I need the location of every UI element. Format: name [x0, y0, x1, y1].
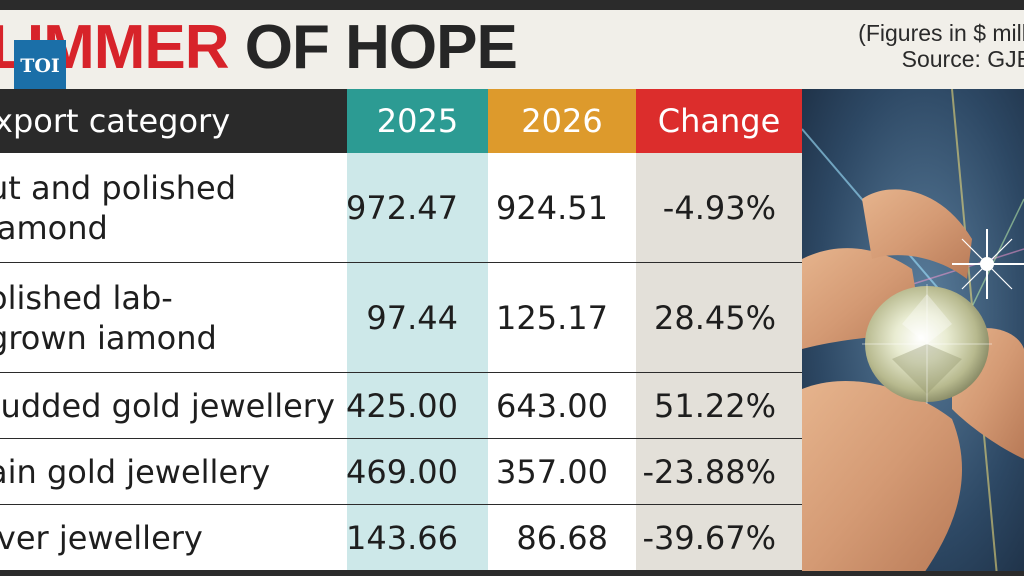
row-change: 51.22%	[636, 373, 802, 439]
row-category: tudded gold jewellery	[0, 373, 347, 439]
diamond-photo-icon	[802, 89, 1024, 576]
table-row: olished lab-grown iamond 97.44 125.17 28.45…	[0, 263, 802, 373]
row-change: -23.88%	[636, 439, 802, 505]
row-category-label: olished lab-grown iamond	[0, 279, 217, 357]
row-value-2025: 425.00	[346, 373, 488, 439]
row-value-2026: 86.68	[488, 505, 636, 571]
row-category: ut and polished iamond	[0, 153, 347, 263]
row-category-label: lver jewellery	[0, 519, 203, 557]
header-category-label: xport category	[0, 102, 231, 140]
table-row: tudded gold jewellery 425.00 643.00 51.22%	[0, 373, 802, 439]
row-category: lver jewellery	[0, 505, 347, 571]
header-2025: 2025	[347, 89, 488, 153]
top-rule	[0, 0, 1024, 10]
table-header: xport category 2025 2026 Change	[0, 89, 802, 153]
header-2026: 2026	[488, 89, 636, 153]
table-row: lver jewellery 143.66 86.68 -39.67%	[0, 505, 802, 571]
row-value-2026: 357.00	[488, 439, 636, 505]
row-value-2025: 143.66	[346, 505, 488, 571]
bottom-rule	[0, 571, 1024, 576]
row-value-2025: 469.00	[346, 439, 488, 505]
row-value-2025: 97.44	[347, 263, 488, 373]
header-category: xport category	[0, 89, 347, 153]
row-category-label: ut and polished iamond	[0, 169, 236, 247]
row-category: olished lab-grown iamond	[0, 263, 347, 373]
row-value-2025: 972.47	[346, 153, 488, 263]
source-note: Source: GJE	[901, 46, 1024, 72]
row-value-2026: 643.00	[488, 373, 636, 439]
chart-title: LIMMER OF HOPE	[0, 12, 518, 84]
toi-logo: TOI	[14, 40, 66, 92]
row-value-2026: 125.17	[488, 263, 636, 373]
logo-text: TOI	[20, 55, 60, 77]
row-category: ain gold jewellery	[0, 439, 347, 505]
title-dark-part: OF HOPE	[244, 13, 518, 82]
row-change: -4.93%	[636, 153, 802, 263]
row-value-2026: 924.51	[488, 153, 636, 263]
header-change: Change	[636, 89, 802, 153]
figure-notes: (Figures in $ milli Source: GJE	[858, 20, 1024, 72]
units-note: (Figures in $ milli	[858, 20, 1024, 46]
row-change: 28.45%	[636, 263, 802, 373]
table-row: ain gold jewellery 469.00 357.00 -23.88%	[0, 439, 802, 505]
diamond-photo-svg	[802, 89, 1024, 576]
row-category-label: tudded gold jewellery	[0, 387, 335, 425]
row-category-label: ain gold jewellery	[0, 453, 271, 491]
row-change: -39.67%	[636, 505, 802, 571]
